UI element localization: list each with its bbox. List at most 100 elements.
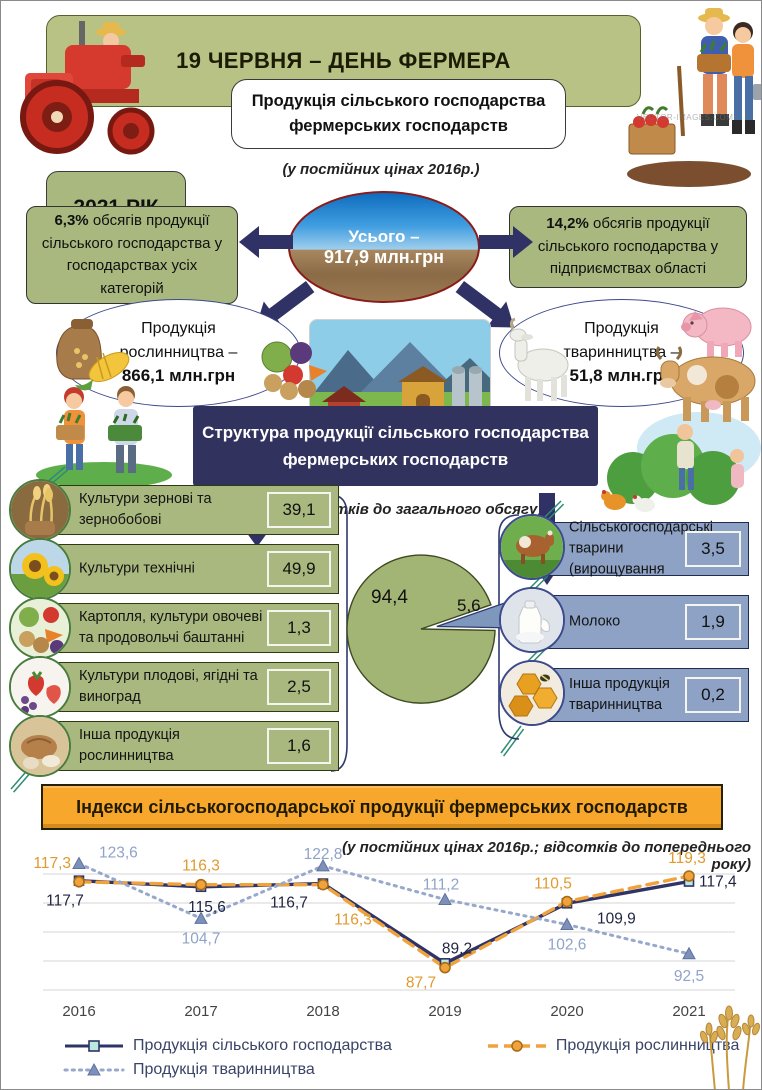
svg-text:5,6: 5,6 (457, 596, 481, 615)
crop-item-value: 39,1 (267, 492, 331, 528)
livestock-total-line2: тваринництва – (563, 343, 680, 361)
chart-legend-row2: Продукція тваринництва (63, 1061, 315, 1079)
legend-livestock-marker-icon (63, 1062, 125, 1076)
total-value: 917,9 млн.грн (323, 246, 445, 267)
arrow-down-left-icon (245, 272, 321, 342)
indices-banner: Індекси сільськогосподарської продукції … (41, 784, 723, 830)
crops-total-value: 866,1 млн.грн (121, 365, 236, 385)
pig-icon (679, 297, 759, 359)
svg-text:111,2: 111,2 (423, 877, 460, 894)
price-note: (у постійних цінах 2016р.) (282, 161, 480, 178)
vegetables-icon (9, 597, 71, 659)
svg-text:122,8: 122,8 (304, 846, 343, 863)
share-right-text: обсягів продукції сільського господарств… (537, 215, 719, 278)
crops-total-line1: Продукція (141, 320, 216, 338)
svg-text:87,7: 87,7 (406, 975, 436, 992)
chart-legend-row1: Продукція сільського господарства Продук… (63, 1037, 739, 1055)
report-title-box: Продукція сільського господарства фермер… (231, 79, 566, 149)
farmers-produce-illustration (26, 383, 181, 488)
svg-text:2020: 2020 (550, 1003, 583, 1020)
svg-text:2016: 2016 (62, 1003, 95, 1020)
report-title-line2: фермерських господарств (289, 117, 508, 135)
livestock-item-value: 3,5 (685, 531, 741, 567)
livestock-item-label: Сільськогосподарські тварини (вирощуванн… (569, 519, 713, 578)
svg-text:89,2: 89,2 (442, 940, 472, 957)
cattle-icon (499, 514, 565, 580)
svg-text:119,3: 119,3 (668, 850, 706, 867)
crop-item-label: Культури технічні (79, 560, 195, 577)
share-right-percent: 14,2% (546, 215, 589, 233)
livestock-total-value: 51,8 млн.грн (569, 365, 674, 385)
svg-text:94,4: 94,4 (371, 587, 408, 608)
indices-banner-title: Індекси сільськогосподарської продукції … (76, 796, 688, 817)
tractor-illustration (13, 15, 163, 165)
crop-item-row: Картопля, культури овочеві та продовольч… (9, 597, 339, 659)
crop-item-label: Картопля, культури овочеві та продовольч… (79, 608, 263, 646)
svg-text:109,9: 109,9 (597, 910, 636, 927)
share-enterprises-box: 14,2% обсягів продукції сільського госпо… (509, 206, 747, 288)
svg-text:115,6: 115,6 (188, 899, 226, 916)
arrow-right-icon (479, 223, 533, 261)
cow-icon (653, 343, 761, 423)
livestock-item-label: Інша продукція тваринництва (569, 675, 670, 713)
wheat-sack-icon (9, 479, 71, 541)
svg-text:116,3: 116,3 (182, 858, 220, 875)
svg-text:92,5: 92,5 (674, 968, 704, 985)
svg-text:123,6: 123,6 (99, 845, 138, 862)
crop-item-value: 1,3 (267, 610, 331, 646)
pie-chart: 94,4 5,6 (339, 541, 524, 721)
report-title-line1: Продукція сільського господарства (251, 92, 546, 111)
svg-text:2017: 2017 (184, 1003, 217, 1020)
livestock-item-label: Молоко (569, 613, 621, 630)
structure-banner: Структура продукції сільського господарс… (193, 406, 598, 486)
crop-item-value: 1,6 (267, 728, 331, 764)
crop-item-value: 2,5 (267, 669, 331, 705)
vegetables-icon (249, 331, 331, 403)
crop-item-label: Культури плодові, ягідні та виноград (79, 667, 258, 705)
share-left-text: обсягів продукції сільського господарств… (41, 212, 223, 297)
grain-corn-icon (43, 301, 135, 393)
crop-item-row: Культури зернові та зернобобові 39,1 (9, 479, 339, 541)
structure-banner-line2: фермерських господарств (282, 450, 509, 469)
svg-text:2019: 2019 (428, 1003, 461, 1020)
svg-text:102,6: 102,6 (548, 937, 587, 954)
svg-text:116,7: 116,7 (270, 895, 308, 912)
livestock-total-line1: Продукція (584, 320, 659, 338)
farmers-couple-icon (627, 8, 761, 187)
other-crops-icon (9, 715, 71, 777)
livestock-item-row: Інша продукція тваринництва 0,2 (499, 660, 749, 726)
legend-item-crops: Продукція рослинництва (486, 1037, 739, 1055)
gardener-illustration (589, 406, 761, 512)
indices-note: (у постійних цінах 2016р.; відсотків до … (342, 839, 751, 873)
svg-text:117,3: 117,3 (33, 855, 71, 872)
wheat-decoration-icon (699, 1003, 761, 1089)
legend-agriculture-marker-icon (65, 1040, 123, 1052)
honeycomb-icon (499, 660, 565, 726)
farmers-couple-illustration (619, 6, 761, 191)
page-title: 19 ЧЕРВНЯ – ДЕНЬ ФЕРМЕРА (176, 48, 511, 73)
svg-text:117,7: 117,7 (46, 893, 84, 910)
structure-banner-line1: Структура продукції сільського господарс… (202, 422, 589, 442)
svg-text:2018: 2018 (306, 1003, 339, 1020)
livestock-item-row: Молоко 1,9 (499, 587, 749, 653)
crop-item-value: 49,9 (267, 551, 331, 587)
svg-text:117,4: 117,4 (699, 874, 737, 891)
crops-total-line2: рослинництва – (119, 343, 238, 361)
crop-item-label: Культури зернові та зернобобові (79, 490, 212, 528)
livestock-item-row: Сільськогосподарські тварини (вирощуванн… (499, 514, 749, 580)
crop-item-row: Культури технічні 49,9 (9, 538, 339, 600)
watermark: VECTOR-IMAGES.COM (637, 113, 734, 122)
svg-text:110,5: 110,5 (534, 876, 572, 893)
legend-crops-marker-icon (487, 1040, 546, 1052)
structure-note: (відсотків до загального обсягу) (289, 501, 543, 518)
share-all-categories-box: 6,3% обсягів продукції сільського господ… (26, 206, 238, 304)
goat-icon (503, 317, 577, 405)
sunflower-icon (9, 538, 71, 600)
total-ellipse: Усього – 917,9 млн.грн (288, 191, 480, 303)
livestock-item-value: 0,2 (685, 677, 741, 713)
arrow-down-right-icon (449, 272, 525, 342)
total-label: Усього – (348, 226, 420, 246)
crop-item-row: Інша продукція рослинництва 1,6 (9, 715, 339, 777)
svg-text:2021: 2021 (672, 1003, 705, 1020)
